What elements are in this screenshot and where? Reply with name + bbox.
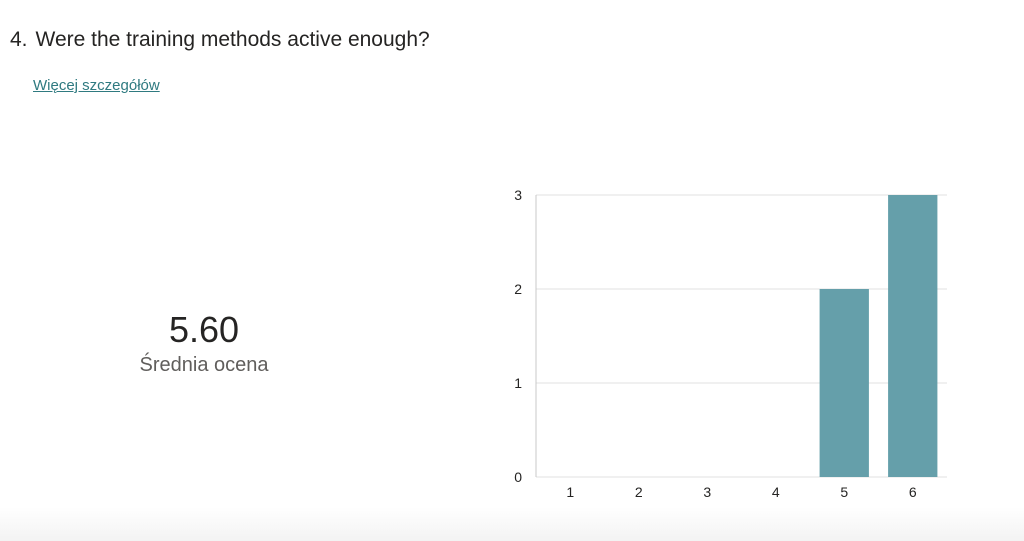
y-tick-label: 0 [514, 469, 522, 485]
x-tick-label: 3 [703, 484, 711, 500]
x-tick-label: 6 [909, 484, 917, 500]
more-details-link[interactable]: Więcej szczegółów [33, 77, 160, 94]
y-tick-label: 1 [514, 375, 522, 391]
question-number: 4. [10, 28, 28, 51]
bottom-fade [0, 507, 1024, 541]
average-rating: 5.60 Średnia ocena [104, 308, 304, 377]
x-tick-label: 4 [772, 484, 780, 500]
y-tick-label: 2 [514, 281, 522, 297]
average-rating-label: Średnia ocena [139, 354, 269, 376]
x-tick-label: 2 [635, 484, 643, 500]
bar-5 [819, 289, 869, 477]
question-title: Were the training methods active enough? [35, 28, 430, 51]
x-tick-label: 5 [840, 484, 848, 500]
y-tick-label: 3 [514, 187, 522, 203]
average-rating-value: 5.60 [168, 309, 240, 350]
question-heading: 4. Were the training methods active enou… [10, 28, 430, 52]
x-tick-label: 1 [566, 484, 574, 500]
bar-6 [888, 195, 938, 477]
rating-bar-chart: 0 1 2 3 1 2 3 4 5 6 [514, 187, 947, 500]
